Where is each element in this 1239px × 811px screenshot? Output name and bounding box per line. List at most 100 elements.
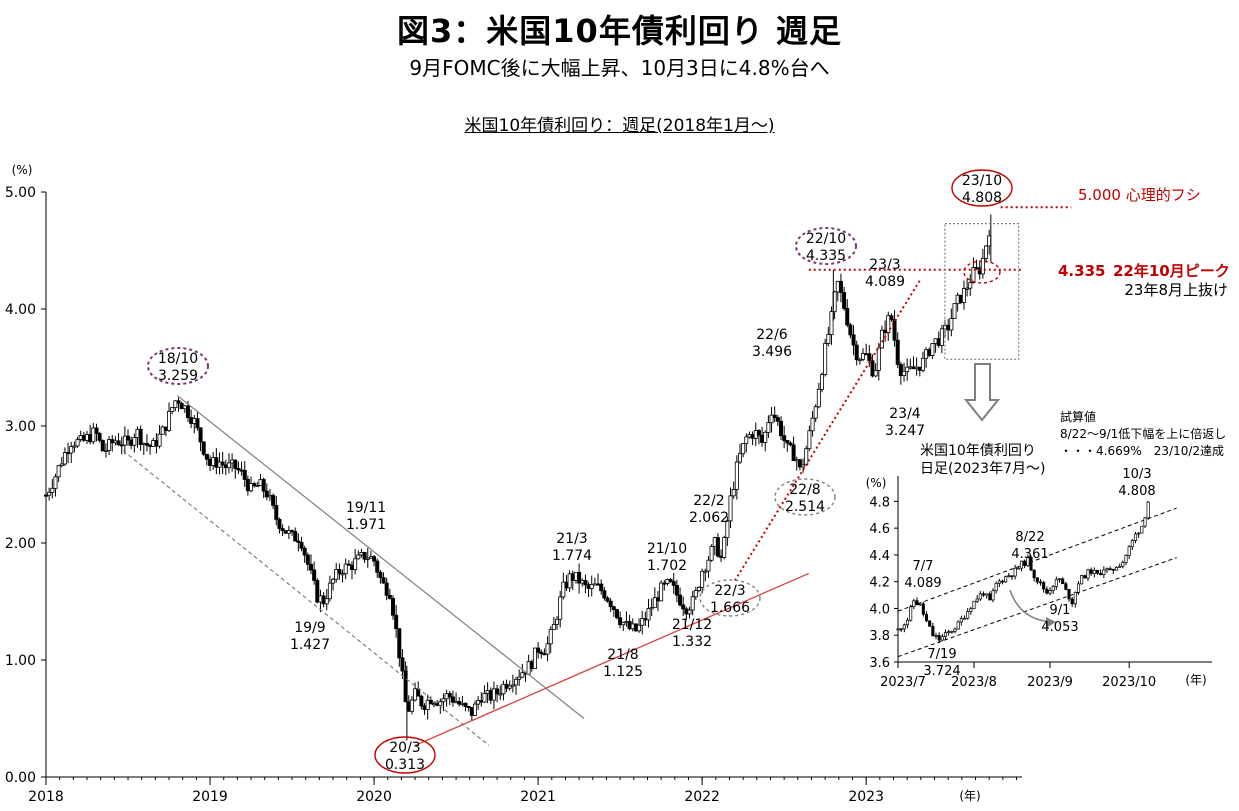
candle-body — [362, 551, 367, 560]
inset-candle-body — [896, 628, 900, 631]
annotation-date: 21/12 — [672, 617, 712, 633]
annotation-value: 4.808 — [962, 190, 1002, 206]
annotation-date: 23/3 — [869, 257, 900, 273]
candle-body — [460, 702, 465, 705]
candle-body — [924, 349, 929, 359]
x-tick-label: 2023 — [848, 789, 884, 805]
inset-unit-label: (%) — [866, 476, 887, 490]
candle-body — [422, 705, 427, 711]
inset-candle-body — [1121, 562, 1125, 567]
candle-body — [349, 564, 354, 571]
candle-body — [778, 420, 783, 437]
inset-candle-body — [947, 631, 951, 633]
candle-body — [255, 485, 260, 488]
inset-candle-body — [1137, 532, 1141, 535]
candle-body — [192, 418, 197, 424]
downtrend-channel-line — [122, 450, 490, 746]
candle-body — [305, 554, 310, 565]
inset-candle-body — [1035, 577, 1039, 583]
candle-body — [308, 563, 313, 571]
inset-candle-body — [1099, 573, 1103, 576]
annotation-date: 22/2 — [693, 493, 724, 509]
inset-y-tick-label: 4.2 — [869, 576, 890, 591]
candle-body — [567, 573, 572, 589]
candle-body — [286, 530, 291, 534]
candle-body — [163, 426, 168, 431]
candle-body — [170, 407, 175, 412]
x-tick-label: 2020 — [356, 789, 392, 805]
inset-candle-body — [1083, 575, 1087, 579]
inset-candle-body — [991, 590, 995, 601]
candle-body — [965, 287, 970, 290]
candle-body — [987, 235, 992, 247]
candle-body — [157, 433, 162, 447]
inset-x-tick-label: 2023/9 — [1027, 675, 1073, 690]
inset-annotation-date: 10/3 — [1122, 467, 1151, 482]
candle-body — [618, 617, 623, 626]
candle-body — [485, 690, 490, 694]
x-unit-label: (年) — [959, 789, 980, 803]
candle-body — [107, 439, 112, 451]
annotation-value: 1.774 — [552, 548, 592, 564]
candle-body — [558, 596, 563, 620]
candle-body — [56, 465, 61, 478]
candle-body — [409, 699, 414, 712]
inset-candle-body — [912, 600, 916, 608]
annotation-date: 19/11 — [346, 500, 386, 516]
inset-title-line2: 日足(2023年7月～) — [920, 461, 1045, 477]
candle-body — [545, 643, 550, 655]
annotation-value: 1.125 — [603, 664, 643, 680]
candle-body — [611, 606, 616, 610]
candle-body — [94, 427, 99, 434]
candle-body — [425, 699, 430, 711]
inset-candle-body — [928, 620, 932, 627]
candle-body — [334, 569, 339, 580]
candle-body — [397, 628, 402, 659]
candle-body — [785, 440, 790, 444]
inset-annotation-value: 4.053 — [1041, 620, 1078, 635]
inset-candle-body — [1045, 588, 1049, 594]
annotation-circle — [699, 579, 761, 617]
inset-x-tick-label: 2023/10 — [1102, 675, 1156, 690]
candle-body — [652, 597, 657, 609]
candle-body — [495, 688, 500, 695]
candle-body — [851, 334, 856, 346]
inset-candle-body — [921, 603, 925, 615]
candle-body — [605, 597, 610, 602]
inset-candle-body — [1023, 560, 1027, 566]
candle-body — [725, 520, 730, 538]
candle-body — [665, 579, 670, 584]
candle-body — [116, 440, 121, 446]
annotation-value: 1.427 — [290, 637, 330, 653]
candle-body — [381, 577, 386, 584]
candle-body — [53, 476, 58, 489]
candle-body — [741, 443, 746, 454]
inset-candle-body — [985, 593, 989, 596]
candle-body — [971, 267, 976, 284]
annotation-circle — [795, 227, 857, 265]
candle-body — [491, 688, 496, 701]
candle-body — [734, 461, 739, 490]
y-tick-label: 1.00 — [5, 653, 36, 669]
inset-candle-body — [1108, 568, 1112, 571]
candle-body — [85, 434, 90, 441]
candle-body — [898, 364, 903, 377]
candle-body — [791, 444, 796, 462]
candle-body — [589, 583, 594, 589]
annotation-value: 2.514 — [785, 499, 825, 515]
inset-candle-body — [915, 600, 919, 606]
inset-y-tick-label: 4.6 — [869, 522, 890, 537]
candle-body — [72, 445, 77, 448]
inset-candle-body — [972, 600, 976, 610]
candle-body — [435, 703, 440, 706]
inset-y-tick-label: 4.0 — [869, 602, 890, 617]
candle-body — [902, 371, 907, 377]
candle-body — [674, 585, 679, 596]
candle-body — [879, 329, 884, 349]
candle-body — [693, 590, 698, 598]
annotation-date: 21/10 — [647, 541, 687, 557]
candle-body — [974, 267, 979, 270]
annotation-value: 2.062 — [689, 510, 729, 526]
inset-candle-body — [994, 582, 998, 592]
candle-body — [592, 583, 597, 586]
